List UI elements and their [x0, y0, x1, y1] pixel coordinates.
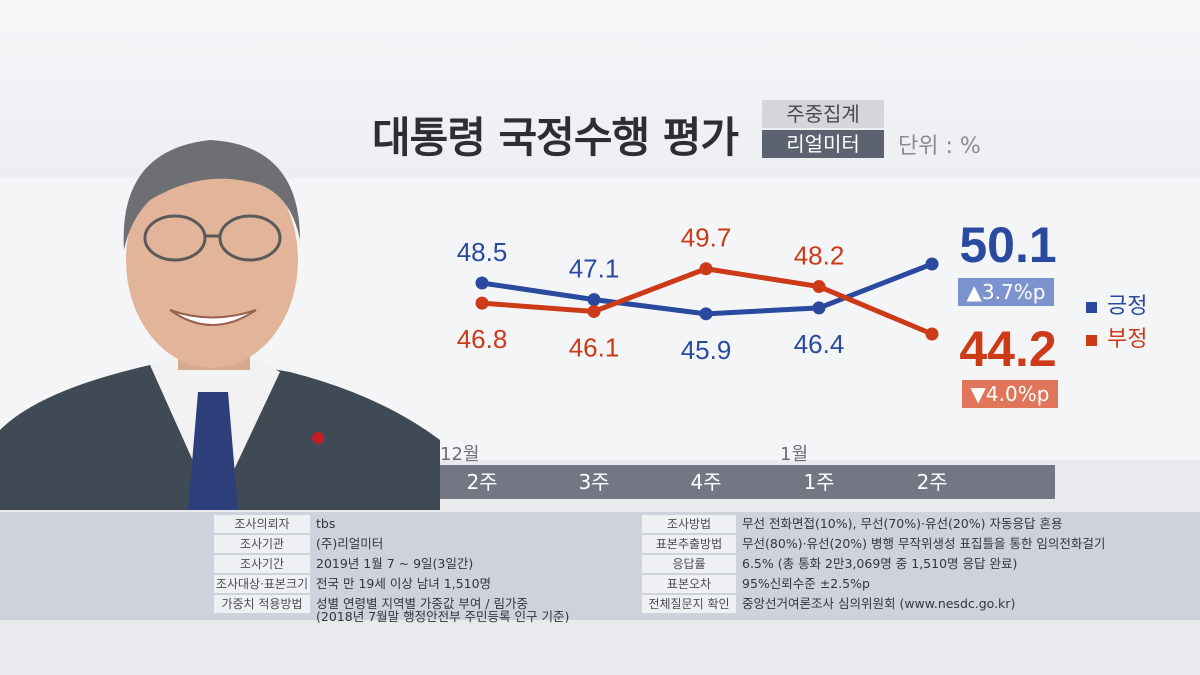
month-label-december: 12월	[440, 444, 480, 465]
info-label: 전체질문지 확인	[642, 595, 736, 613]
info-row: 조사기간 2019년 1월 7 ~ 9일(3일간)	[214, 555, 634, 573]
legend-positive: 긍정	[1086, 288, 1147, 320]
positive-data-point	[699, 307, 713, 321]
info-row: 가중치 적용방법 성별 연령별 지역별 가중값 부여 / 림가중	[214, 595, 634, 613]
negative-data-label: 49.7	[681, 223, 732, 253]
negative-data-point	[925, 327, 939, 341]
unit-label: 단위 : %	[898, 134, 981, 159]
month-label-january: 1월	[780, 444, 809, 465]
negative-data-point	[699, 262, 713, 276]
positive-change-badge: ▲3.7%p	[958, 278, 1054, 306]
info-label: 조사대상·표본크기	[214, 575, 310, 593]
info-label: 조사기간	[214, 555, 310, 573]
info-label: 조사방법	[642, 515, 736, 533]
legend-positive-swatch	[1086, 301, 1097, 313]
positive-data-point	[812, 301, 826, 315]
info-row: 조사방법 무선 전화면접(10%), 무선(70%)·유선(20%) 자동응답 …	[642, 515, 1142, 533]
face	[126, 152, 298, 368]
survey-info-panel: 조사의뢰자 tbs 조사기관 (주)리얼미터 조사기간 2019년 1월 7 ~…	[0, 512, 1200, 620]
info-value: 6.5% (총 통화 2만3,069명 중 1,510명 응답 완료)	[742, 556, 1018, 571]
negative-data-point	[587, 304, 601, 318]
positive-data-label: 45.9	[681, 335, 732, 365]
weighting-note: (2018년 7월말 행정안전부 주민등록 인구 기준)	[316, 609, 570, 624]
info-value: 무선(80%)·유선(20%) 병행 무작위생성 표집틀을 통한 임의전화걸기	[742, 536, 1106, 551]
x-tick-label: 1주	[803, 470, 835, 494]
hair	[123, 140, 300, 250]
info-value: 95%신뢰수준 ±2.5%p	[742, 576, 870, 591]
negative-change-badge: ▼4.0%p	[962, 380, 1058, 408]
info-row: 전체질문지 확인 중앙선거여론조사 심의위원회 (www.nesdc.go.kr…	[642, 595, 1142, 613]
info-label: 조사기관	[214, 535, 310, 553]
negative-data-label: 46.8	[457, 324, 508, 354]
positive-data-label: 48.5	[457, 237, 508, 267]
info-label: 표본추출방법	[642, 535, 736, 553]
legend-negative: 부정	[1086, 321, 1147, 353]
x-tick-label: 4주	[690, 470, 722, 494]
necktie	[188, 392, 238, 510]
legend-negative-swatch	[1086, 334, 1097, 346]
x-tick-label: 3주	[578, 470, 610, 494]
chart-title: 대통령 국정수행 평가	[372, 113, 739, 162]
glasses	[143, 214, 282, 262]
info-value: tbs	[316, 516, 336, 531]
negative-series-line	[481, 266, 933, 337]
source-tag: 리얼미터	[762, 130, 884, 158]
info-label: 가중치 적용방법	[214, 595, 310, 613]
lapel-pin	[312, 432, 324, 444]
negative-data-label: 44.2	[959, 321, 1056, 377]
info-row: 조사의뢰자 tbs	[214, 515, 634, 533]
x-tick-label: 2주	[466, 470, 498, 494]
positive-data-point	[925, 257, 939, 271]
info-row: 조사대상·표본크기 전국 만 19세 이상 남녀 1,510명	[214, 575, 634, 593]
info-value: 무선 전화면접(10%), 무선(70%)·유선(20%) 자동응답 혼용	[742, 516, 1063, 531]
negative-data-point	[812, 280, 826, 294]
negative-data-label: 46.1	[569, 332, 620, 362]
info-value: 전국 만 19세 이상 남녀 1,510명	[316, 576, 492, 591]
info-value: 2019년 1월 7 ~ 9일(3일간)	[316, 556, 474, 571]
info-row: 조사기관 (주)리얼미터	[214, 535, 634, 553]
info-value: 성별 연령별 지역별 가중값 부여 / 림가중	[316, 596, 529, 611]
info-value: 중앙선거여론조사 심의위원회 (www.nesdc.go.kr)	[742, 596, 1016, 611]
info-row: 표본오차 95%신뢰수준 ±2.5%p	[642, 575, 1142, 593]
legend-positive-label: 긍정	[1107, 294, 1148, 319]
info-label: 응답률	[642, 555, 736, 573]
x-axis-bar: 2주 3주 4주 1주 2주	[440, 465, 1055, 499]
legend-negative-label: 부정	[1107, 327, 1148, 352]
aggregation-tag: 주중집계	[762, 100, 884, 128]
president-portrait	[0, 140, 440, 510]
info-row: 응답률 6.5% (총 통화 2만3,069명 중 1,510명 응답 완료)	[642, 555, 1142, 573]
positive-data-label: 46.4	[794, 329, 845, 359]
smile	[169, 309, 257, 326]
info-label: 표본오차	[642, 575, 736, 593]
info-label: 조사의뢰자	[214, 515, 310, 533]
x-tick-label: 2주	[916, 470, 948, 494]
info-row: 표본추출방법 무선(80%)·유선(20%) 병행 무작위생성 표집틀을 통한 …	[642, 535, 1142, 553]
negative-data-point	[475, 296, 489, 310]
positive-data-point	[587, 293, 601, 307]
positive-data-label: 47.1	[569, 254, 620, 284]
positive-data-point	[475, 276, 489, 290]
negative-data-label: 48.2	[794, 241, 845, 271]
positive-data-label: 50.1	[959, 217, 1056, 273]
info-value: (주)리얼미터	[316, 536, 384, 551]
